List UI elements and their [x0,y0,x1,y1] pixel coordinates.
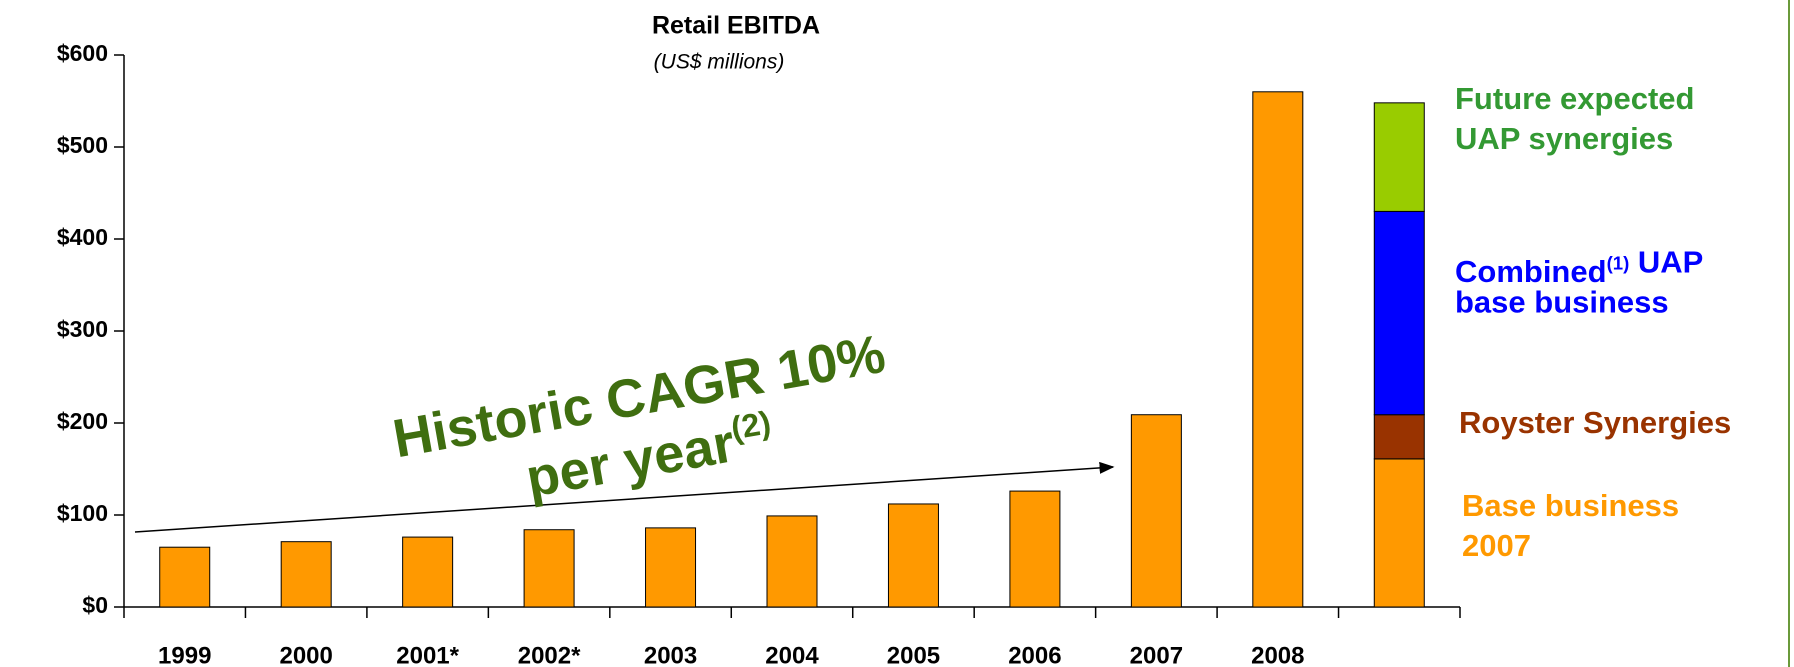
legend-label: Royster Synergies [1459,405,1731,440]
annotation-group: Historic CAGR 10%per year(2) [389,324,901,531]
bar-segment [1373,458,1425,608]
bar-segment [766,515,818,608]
y-tick-label: $300 [57,316,108,342]
bar-segment [1373,414,1425,460]
bar-segment [645,527,697,608]
bar-segment [1373,210,1425,416]
bar-segment [280,541,332,608]
bar-segment [402,536,454,608]
trend-arrow [134,461,1115,533]
x-tick-label: 2007 [1130,642,1183,667]
bar-segment [1373,102,1425,212]
y-tick-label: $600 [57,40,108,66]
y-tick-label: $200 [57,408,108,434]
annotation: Historic CAGR 10%per year(2) [389,324,901,531]
y-tick-label: $100 [57,500,108,526]
x-tick-label: 2003 [644,642,697,667]
x-tick-label: 2006 [1008,642,1061,667]
bar-segment [1130,414,1182,608]
x-tick-label: 2000 [279,642,332,667]
y-tick-label: $0 [82,592,108,618]
chart-subtitle: (US$ millions) [654,51,785,74]
legend-label: Base business 2007 [1462,488,1679,563]
bar-segment [523,529,575,608]
legend-label: Future expected UAP synergies [1455,81,1694,156]
x-tick-label: 1999 [158,642,211,667]
x-tick-label: 2008 [1251,642,1304,667]
x-tick-label: 2004 [765,642,819,667]
x-tick-label: 2001* [396,642,459,667]
bar-segment [159,546,211,608]
bar-segment [1009,490,1061,608]
y-tick-label: $400 [57,224,108,250]
chart-title: Retail EBITDA [652,12,820,40]
bar-segment [1252,91,1304,608]
x-tick-label: 2005 [887,642,940,667]
legend-label: Combined(1) UAP base business [1455,245,1703,320]
y-tick-label: $500 [57,132,108,158]
x-tick-label: 2002* [518,642,581,667]
bar-segment [887,503,939,608]
